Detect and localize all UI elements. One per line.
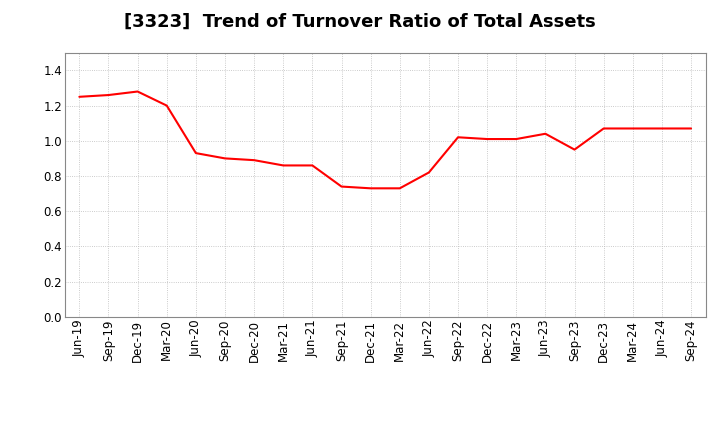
Text: [3323]  Trend of Turnover Ratio of Total Assets: [3323] Trend of Turnover Ratio of Total …: [124, 13, 596, 31]
